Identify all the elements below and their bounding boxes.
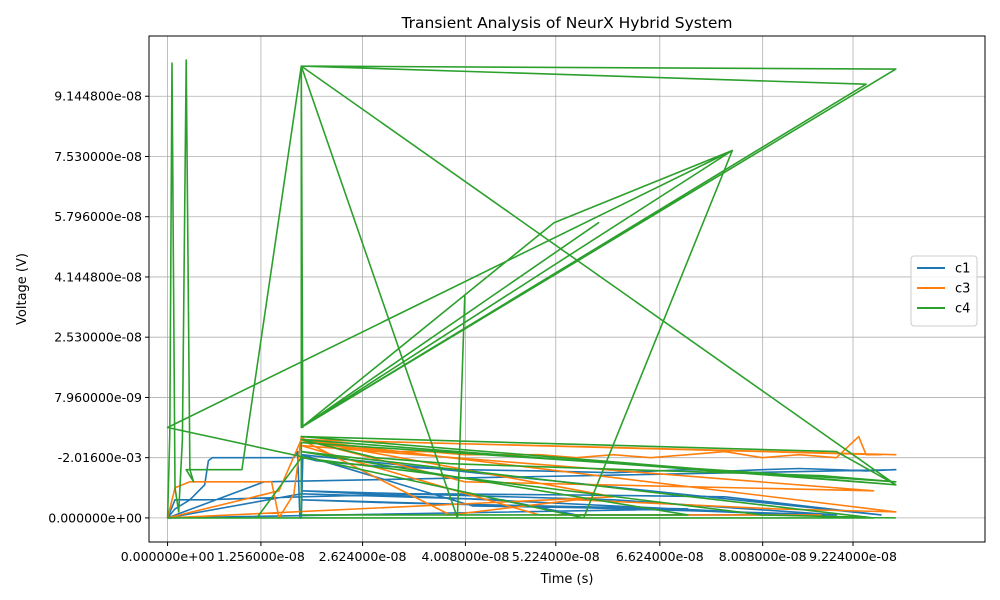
y-tick-label: 9.144800e-08 — [54, 89, 142, 104]
series-line-c4 — [166, 59, 897, 519]
y-tick-label: 2.530000e-08 — [54, 330, 142, 345]
x-tick-label: 9.224000e-08 — [809, 549, 897, 564]
chart-title: Transient Analysis of NeurX Hybrid Syste… — [400, 14, 732, 32]
x-tick-label: 6.624000e-08 — [616, 549, 704, 564]
y-tick-label: 5.796000e-08 — [54, 209, 142, 224]
x-tick-label: 8.008000e-08 — [719, 549, 807, 564]
y-axis-label: Voltage (V) — [15, 253, 30, 325]
series-line-c3 — [166, 435, 897, 519]
y-tick-label: 0.000000e+00 — [48, 510, 142, 525]
y-tick-label: -2.01600e-03 — [58, 450, 142, 465]
legend-label-c3: c3 — [955, 282, 970, 297]
y-tick-label: 7.530000e-08 — [54, 149, 142, 164]
legend-label-c4: c4 — [955, 302, 970, 317]
legend: c1 c3 c4 — [910, 255, 978, 327]
legend-label-c1: c1 — [955, 262, 970, 277]
x-axis: 0.000000e+00 1.256000e-08 2.624000e-08 4.00… — [121, 542, 897, 564]
y-tick-label: 7.960000e-09 — [54, 390, 142, 405]
x-axis-label: Time (s) — [540, 572, 594, 587]
x-tick-label: 0.000000e+00 — [121, 549, 215, 564]
x-tick-label: 1.256000e-08 — [217, 549, 305, 564]
x-tick-label: 2.624000e-08 — [319, 549, 407, 564]
plot-area — [166, 59, 897, 519]
x-tick-label: 4.008000e-08 — [422, 549, 510, 564]
axes-frame — [148, 35, 986, 543]
series-line-c1 — [166, 450, 897, 519]
y-axis: 0.000000e+00 -2.01600e-03 7.960000e-09 2.53… — [48, 89, 149, 525]
y-tick-label: 4.144800e-08 — [54, 269, 142, 284]
series-layer — [166, 59, 897, 519]
x-tick-label: 5.224000e-08 — [512, 549, 600, 564]
